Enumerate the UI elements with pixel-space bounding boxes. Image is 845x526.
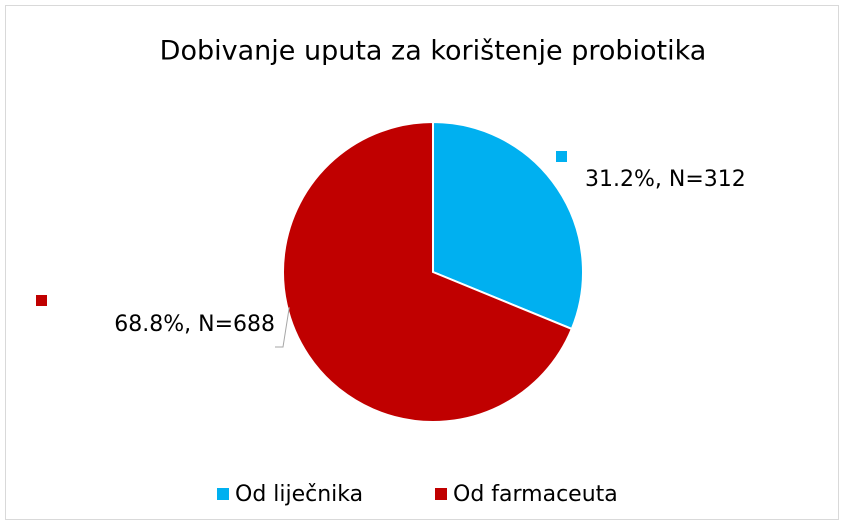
label-key [36,295,47,306]
pie-slice [432,120,584,331]
pie-slice [282,120,574,423]
legend-label: Od liječnika [235,482,363,507]
leader-line [275,307,290,348]
legend-swatch [435,488,447,500]
legend-swatch [217,488,229,500]
data-label: 31.2%, N=312 [585,167,746,192]
legend-label: Od farmaceuta [453,482,618,507]
label-key [556,151,567,162]
data-label: 68.8%, N=688 [114,312,275,337]
chart-title: Dobivanje uputa za korištenje probiotika [160,36,707,67]
